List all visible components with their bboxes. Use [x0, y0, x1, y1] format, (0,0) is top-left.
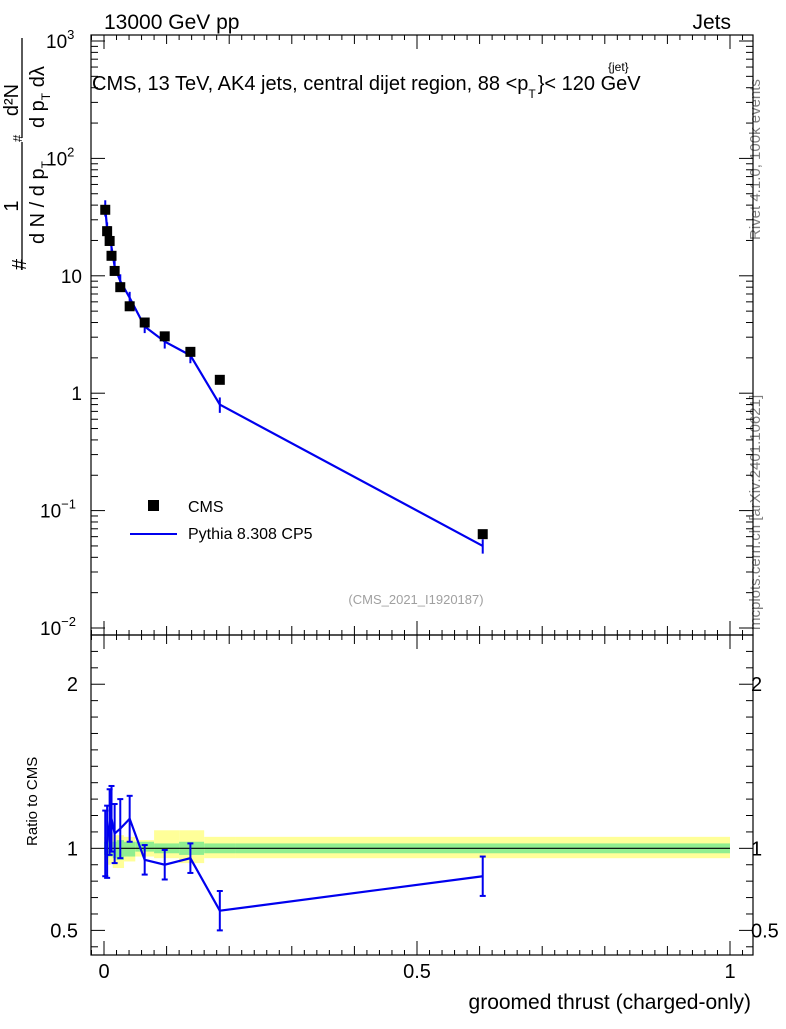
mcplots-label: mcplots.cern.ch [arXiv:2401.10621]: [747, 395, 764, 630]
ylabel-frac2-num: d²N: [1, 84, 23, 116]
y-tick-label-main: 1: [71, 384, 82, 405]
ratio-plot-frame: [90, 634, 754, 956]
ylabel-frac2-sup: #: [10, 134, 25, 142]
data-point: [100, 204, 111, 215]
process-label: Jets: [692, 11, 731, 34]
data-point: [106, 250, 117, 261]
y-tick-label-main: 103: [46, 27, 74, 53]
y-tick-label-ratio: 2: [67, 674, 78, 696]
data-point: [115, 282, 126, 293]
mc-line: [104, 207, 484, 547]
energy-label: 13000 GeV pp: [104, 11, 239, 34]
data-point: [124, 301, 135, 312]
ylabel-hash: #: [9, 258, 31, 270]
title-prefix: CMS, 13 TeV, AK4 jets, central dijet reg…: [92, 73, 528, 95]
mc-series-main: [104, 200, 484, 554]
data-point: [102, 226, 113, 237]
ylabel-frac2-den: d pT dλ: [27, 66, 53, 128]
data-point: [104, 235, 115, 246]
data-point: [159, 331, 170, 342]
x-tick-label: 1: [724, 961, 735, 983]
y-tick-label-ratio-right: 2: [751, 674, 762, 696]
y-axis-label-main: # 1 d N / d pT # d²N d pT dλ: [1, 38, 53, 270]
data-point: [477, 529, 488, 540]
y-tick-label-ratio-right: 0.5: [751, 920, 779, 942]
band-inner: [124, 841, 136, 857]
y-tick-label-ratio-right: 1: [751, 838, 762, 860]
y-tick-label-main: 10: [61, 267, 82, 288]
title-sup: {jet}: [608, 60, 629, 74]
analysis-watermark: (CMS_2021_I1920187): [348, 592, 483, 607]
x-tick-label: 0: [98, 961, 109, 983]
title-suffix: }< 120 GeV: [538, 73, 642, 95]
data-point: [185, 346, 196, 357]
x-axis-label: groomed thrust (charged-only): [469, 991, 751, 1014]
data-series-main: [100, 204, 488, 540]
chart-title: CMS, 13 TeV, AK4 jets, central dijet reg…: [92, 73, 641, 101]
y-tick-label-main: 10−2: [40, 614, 76, 640]
data-point: [139, 317, 150, 328]
ylabel-frac1-num: 1: [1, 200, 23, 211]
rivet-label: Rivet 4.1.0, 100k events: [747, 79, 764, 240]
data-point: [109, 265, 120, 276]
legend-label-mc: Pythia 8.308 CP5: [188, 526, 313, 543]
title-sub: T: [528, 87, 536, 101]
legend: CMS Pythia 8.308 CP5: [130, 499, 313, 543]
y-tick-label-ratio: 1: [67, 838, 78, 860]
ylabel-frac1-den: d N / d pT: [27, 160, 53, 244]
x-tick-label: 0.5: [403, 961, 431, 983]
y-tick-label-main: 102: [46, 144, 74, 170]
legend-label-cms: CMS: [188, 499, 224, 516]
uncertainty-bands: [104, 830, 730, 869]
data-point: [214, 374, 225, 385]
y-tick-label-ratio: 0.5: [50, 920, 78, 942]
y-tick-label-main: 10−1: [40, 497, 76, 523]
legend-marker-cms: [148, 500, 159, 511]
y-axis-label-ratio: Ratio to CMS: [24, 757, 41, 846]
main-plot-frame: [90, 34, 754, 636]
ratio-series: [102, 784, 486, 932]
